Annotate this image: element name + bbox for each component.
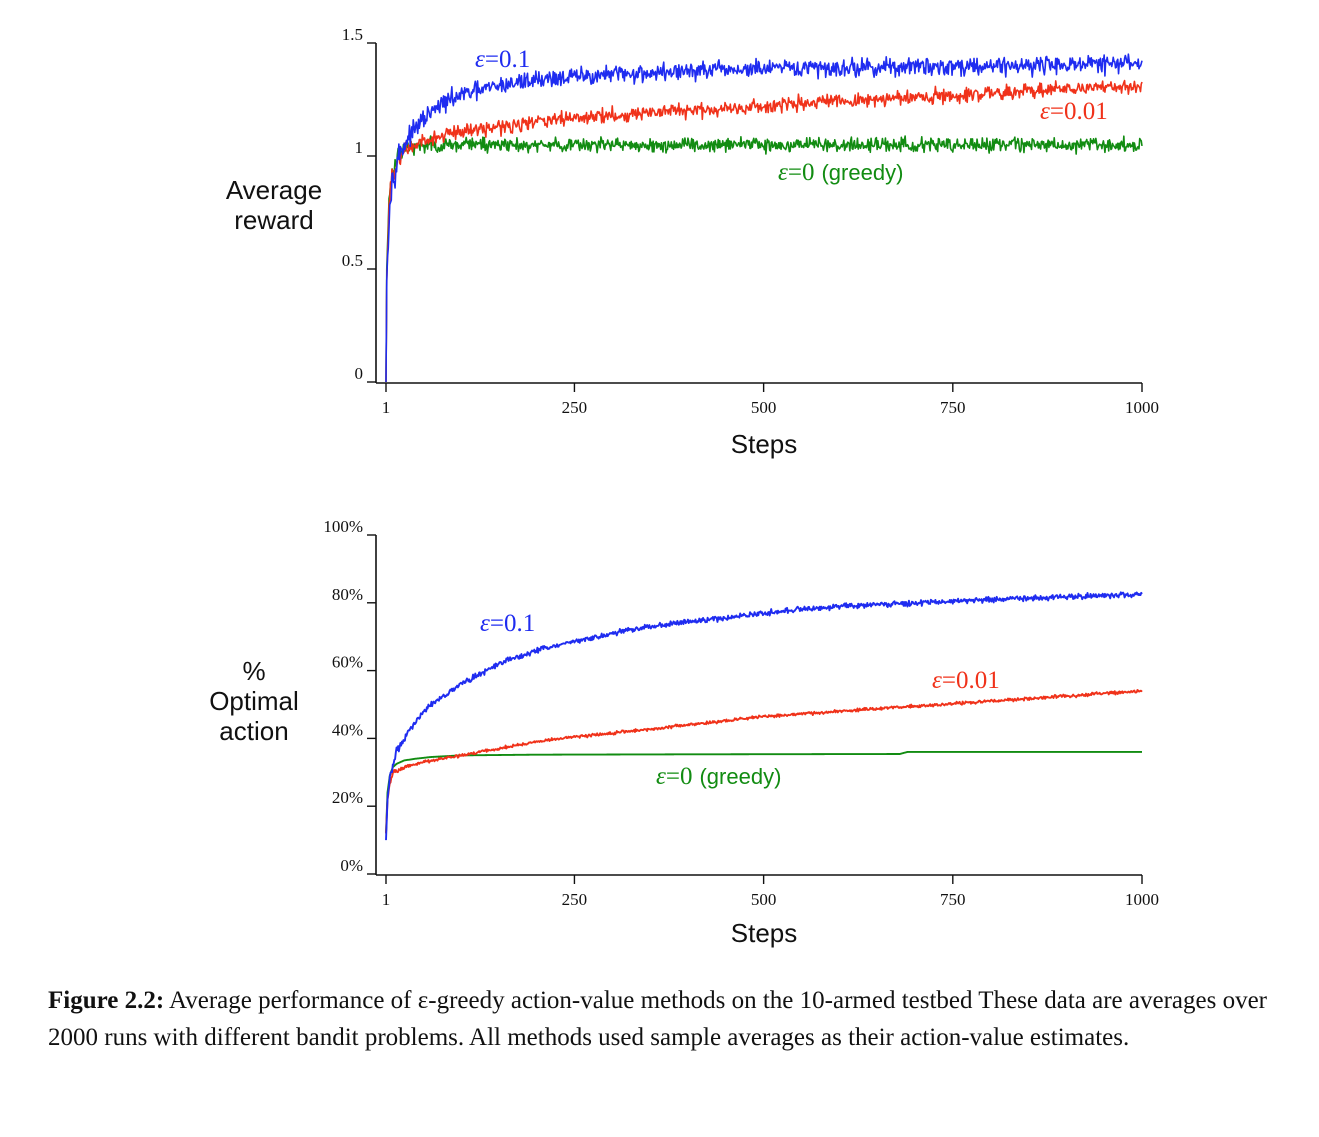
series-group xyxy=(385,53,1143,383)
x-ticks: 1 250 500 750 1000 xyxy=(382,875,1159,909)
y-axis-label-line: % xyxy=(242,656,265,686)
series-line-0 xyxy=(385,591,1143,841)
y-tick-label: 0% xyxy=(340,856,363,875)
series-label-2: ε=0 (greedy) xyxy=(778,159,903,186)
x-ticks: 1 250 500 750 1000 xyxy=(382,383,1159,417)
series-line-0 xyxy=(385,53,1143,383)
x-tick-label: 1000 xyxy=(1125,890,1159,909)
y-axis-label: Average reward xyxy=(226,175,322,235)
series-group xyxy=(385,591,1143,841)
y-tick-label: 20% xyxy=(332,788,363,807)
figure: 0 0.5 1 1.5 1 250 500 750 1000 Average reward St… xyxy=(209,25,1159,948)
x-tick-label: 1000 xyxy=(1125,398,1159,417)
y-tick-label: 0.5 xyxy=(342,251,363,270)
series-line-2 xyxy=(385,751,1143,834)
x-tick-label: 250 xyxy=(562,890,588,909)
series-label-0: ε=0.1 xyxy=(480,610,535,637)
caption-label: Figure 2.2: xyxy=(48,987,165,1014)
figure-caption: Figure 2.2: Average performance of ε-gre… xyxy=(48,982,1319,1056)
y-tick-label: 40% xyxy=(332,720,363,739)
x-tick-label: 250 xyxy=(562,398,588,417)
optimal-action-chart: 0% 20% 40% 60% 80% 100% 1 250 500 750 1000 % Optim… xyxy=(209,517,1159,948)
y-tick-label: 100% xyxy=(323,517,363,536)
axes xyxy=(375,535,1142,876)
series-labels: ε=0.1 ε=0.01 ε=0 (greedy) xyxy=(475,46,1108,186)
y-axis-label-line: action xyxy=(219,716,288,746)
x-tick-label: 750 xyxy=(940,890,966,909)
series-labels: ε=0.1 ε=0.01 ε=0 (greedy) xyxy=(480,610,1000,790)
y-tick-label: 0 xyxy=(355,364,364,383)
x-tick-label: 500 xyxy=(751,890,777,909)
series-label-2: ε=0 (greedy) xyxy=(656,763,781,790)
series-label-1: ε=0.01 xyxy=(932,667,1000,694)
x-axis-label: Steps xyxy=(731,429,798,459)
series-label-0: ε=0.1 xyxy=(475,46,530,73)
x-tick-label: 500 xyxy=(751,398,777,417)
y-axis-label-line: reward xyxy=(234,205,313,235)
series-label-1: ε=0.01 xyxy=(1040,98,1108,125)
y-ticks: 0% 20% 40% 60% 80% 100% xyxy=(323,517,376,875)
caption-text: Average performance of ε-greedy action-v… xyxy=(48,987,1268,1051)
y-tick-label: 1 xyxy=(355,138,364,157)
y-axis-label-line: Optimal xyxy=(209,686,299,716)
x-axis-label: Steps xyxy=(731,918,798,948)
y-axis-label-line: Average xyxy=(226,175,322,205)
series-line-1 xyxy=(385,689,1143,834)
y-tick-label: 1.5 xyxy=(342,25,363,44)
series-line-1 xyxy=(385,79,1143,383)
x-tick-label: 1 xyxy=(382,398,391,417)
x-tick-label: 1 xyxy=(382,890,391,909)
y-tick-label: 80% xyxy=(332,585,363,604)
series-line-2 xyxy=(385,135,1143,383)
y-axis-label: % Optimal action xyxy=(209,656,299,746)
y-tick-label: 60% xyxy=(332,653,363,672)
average-reward-chart: 0 0.5 1 1.5 1 250 500 750 1000 Average reward St… xyxy=(226,25,1159,459)
axes xyxy=(375,43,1142,384)
x-tick-label: 750 xyxy=(940,398,966,417)
y-ticks: 0 0.5 1 1.5 xyxy=(342,25,376,383)
